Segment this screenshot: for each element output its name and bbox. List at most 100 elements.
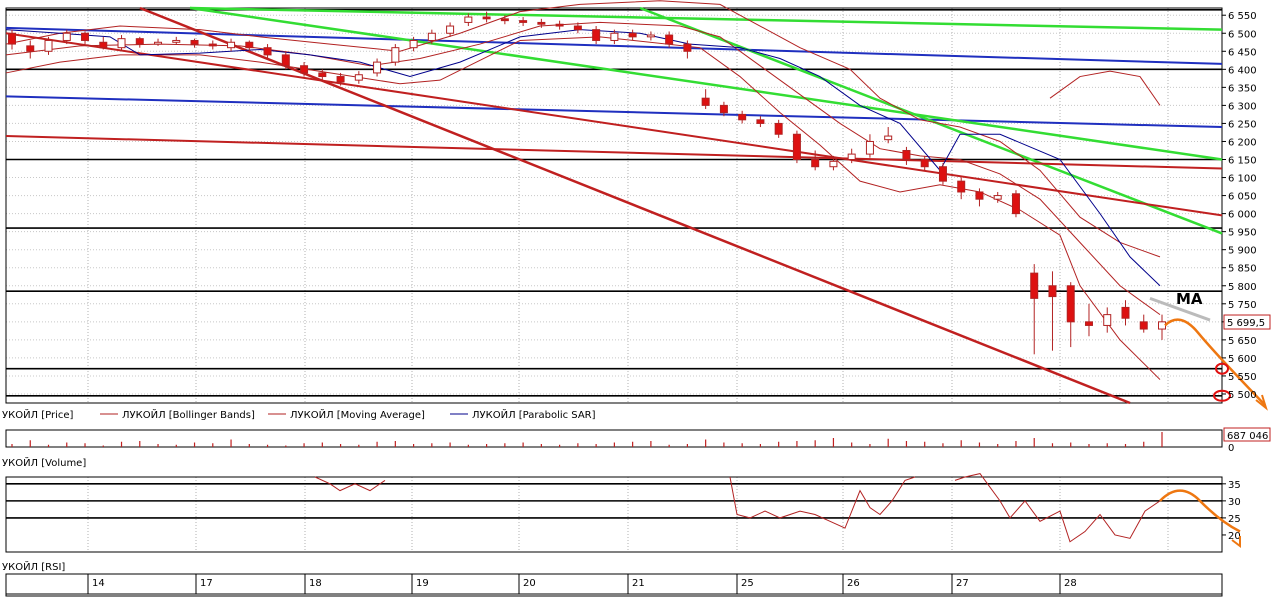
trend-line-green-steep	[639, 6, 1223, 235]
candle-body-up	[829, 160, 838, 168]
candle-body-down	[318, 72, 327, 78]
y-tick-label: 6 100	[1228, 174, 1257, 185]
rsi-forecast-arrow	[1159, 489, 1241, 533]
candle-body-down	[701, 97, 710, 106]
y-tick-label: 5 550	[1228, 372, 1257, 383]
candle	[336, 72, 345, 86]
ma-projection	[1149, 296, 1211, 322]
target-circle	[1215, 362, 1229, 375]
candle-body-down	[555, 23, 564, 27]
candle	[26, 40, 35, 59]
candle-body-down	[756, 119, 765, 124]
candle	[117, 35, 126, 52]
candle-body-down	[1011, 193, 1020, 215]
candle	[774, 119, 783, 138]
candle-body-down	[902, 149, 911, 161]
candle	[154, 38, 163, 46]
candle-body-up	[1158, 321, 1166, 330]
candle	[592, 26, 601, 45]
candle	[1139, 314, 1148, 333]
y-tick-label: 6 200	[1228, 137, 1257, 148]
y-tick-label: 5 600	[1228, 354, 1257, 365]
date-tick-label: 18	[309, 578, 322, 589]
candle	[957, 177, 966, 200]
candle	[719, 101, 728, 117]
candle-body-up	[646, 34, 655, 38]
candle-body-down	[537, 21, 546, 25]
candle	[756, 116, 765, 128]
candle-body-up	[354, 74, 363, 81]
price-marker-label: 5 699,5	[1227, 318, 1265, 329]
candle	[482, 11, 491, 23]
parabolic-sar-line	[5, 29, 1161, 287]
target-circle	[1213, 389, 1231, 402]
rsi-title: УКОЙЛ [RSI]	[2, 560, 65, 573]
candle-body-down	[811, 159, 820, 168]
trend-line-green-middle	[189, 6, 1223, 161]
candle	[610, 29, 619, 45]
candle	[865, 134, 874, 158]
volume-title: УКОЙЛ [Volume]	[2, 456, 86, 469]
candle	[208, 40, 217, 50]
candle	[427, 29, 436, 45]
candle	[1048, 271, 1057, 351]
candle-body-up	[865, 140, 874, 155]
y-tick-label: 6 550	[1228, 11, 1257, 22]
candle-body-down	[719, 104, 728, 114]
candle	[354, 71, 363, 84]
candle-body-up	[409, 39, 418, 49]
candle-body-down	[81, 32, 90, 41]
candle	[227, 38, 236, 52]
candle	[135, 36, 144, 48]
rsi-line	[314, 476, 386, 492]
volume-zero-label: 0	[1228, 443, 1234, 454]
candle	[665, 31, 674, 48]
date-tick-label: 26	[847, 578, 860, 589]
candle-body-down	[336, 76, 345, 83]
candle	[281, 51, 290, 70]
candle	[62, 29, 71, 45]
date-tick-label: 25	[741, 578, 754, 589]
forecast-arrow	[1164, 318, 1266, 406]
legend-label: ЛУКОЙЛ [Bollinger Bands]	[122, 408, 255, 421]
candle-body-up	[391, 47, 400, 63]
candle	[1084, 303, 1093, 337]
date-axis-frame	[5, 573, 1223, 597]
candle	[975, 188, 984, 207]
candle-body-down	[975, 191, 984, 200]
y-tick-label: 5 650	[1228, 336, 1257, 347]
candle	[811, 150, 820, 171]
candle-body-up	[117, 38, 126, 49]
rsi-line	[954, 473, 1161, 543]
date-tick-label: 21	[632, 578, 645, 589]
candle	[190, 38, 199, 48]
candle	[555, 20, 564, 30]
candle	[1011, 190, 1020, 218]
candle-body-down	[938, 166, 947, 182]
candle-body-down	[208, 43, 217, 47]
candle-body-down	[135, 38, 144, 45]
candle	[738, 110, 747, 124]
legend-label: ЛУКОЙЛ [Moving Average]	[290, 408, 425, 421]
candle-body-up	[847, 153, 856, 161]
grid-lines	[6, 8, 1222, 552]
candle-body-up	[154, 41, 163, 45]
candle	[847, 148, 856, 164]
rsi-panel-frame	[5, 476, 1223, 553]
candle-body-down	[1048, 285, 1057, 298]
legend-item: ЛУКОЙЛ [Moving Average]	[268, 408, 425, 421]
candle-body-down	[683, 43, 692, 52]
volume-marker-label: 687 046	[1227, 431, 1268, 442]
candle-body-down	[519, 20, 528, 23]
rsi-y-tick-label: 25	[1228, 514, 1241, 525]
y-tick-label: 6 400	[1228, 65, 1257, 76]
candle-body-up	[1103, 314, 1112, 326]
y-tick-label: 5 850	[1228, 264, 1257, 275]
candle	[245, 40, 254, 52]
rsi-y-tick-label: 30	[1228, 497, 1241, 508]
candle	[884, 127, 893, 144]
candle-body-down	[263, 47, 272, 56]
legend-label: ЛУКОЙЛ [Parabolic SAR]	[472, 408, 596, 421]
legend-item: УКОЙЛ [Price]	[2, 408, 74, 421]
